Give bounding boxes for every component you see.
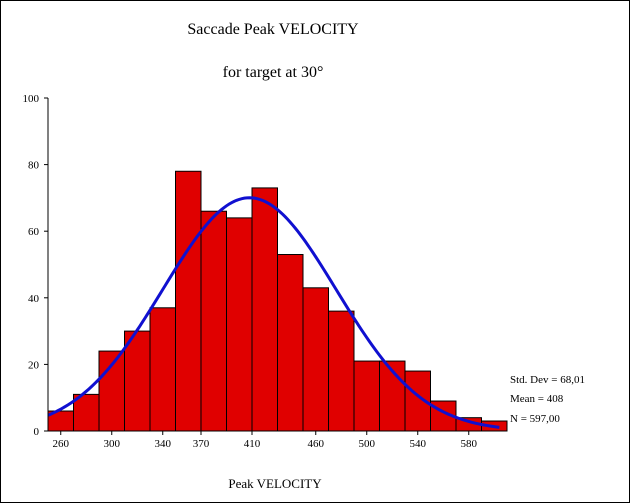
x-axis-ticks: 260 300 340 370 410 460 500 540 580 [53, 431, 478, 450]
histogram-bar-10 [302, 287, 329, 432]
histogram-bar-5 [175, 170, 202, 432]
x-tick-label-7: 540 [410, 438, 427, 450]
x-tick-label-4: 410 [244, 438, 261, 450]
stat-mean: Mean = 408 [510, 393, 564, 405]
histogram-bar-9 [277, 254, 304, 432]
histogram-bar-1 [73, 393, 100, 432]
histogram-bar-11 [328, 310, 355, 432]
x-tick-label-3: 370 [193, 438, 210, 450]
histogram-bar-3 [124, 330, 151, 432]
normal-curve-layer [47, 196, 500, 429]
stat-std-dev: Std. Dev = 68,01 [510, 374, 585, 386]
chart-title: Saccade Peak VELOCITY [187, 21, 359, 38]
histogram-bar-8 [251, 187, 278, 432]
x-tick-label-1: 300 [104, 438, 121, 450]
y-tick-label-0: 0 [34, 426, 40, 438]
y-tick-label-5: 100 [23, 93, 40, 105]
x-axis-label: Peak VELOCITY [228, 476, 322, 491]
x-tick-label-2: 340 [155, 438, 172, 450]
y-tick-label-3: 60 [28, 226, 40, 238]
histogram-bar-4 [149, 307, 176, 432]
x-tick-label-6: 500 [359, 438, 376, 450]
normal-curve [47, 196, 500, 429]
histogram-bar-6 [200, 210, 227, 432]
y-axis-ticks: 0 20 40 60 80 100 [23, 93, 48, 438]
y-tick-label-2: 40 [28, 293, 40, 305]
chart-subtitle: for target at 30° [223, 64, 324, 81]
stat-n: N = 597,00 [510, 413, 560, 425]
histogram-bar-12 [353, 360, 380, 432]
y-tick-label-1: 20 [28, 359, 40, 371]
x-tick-label-0: 260 [53, 438, 70, 450]
x-tick-label-5: 460 [308, 438, 325, 450]
histogram-bar-7 [226, 217, 253, 432]
y-tick-label-4: 80 [28, 160, 40, 172]
x-tick-label-8: 580 [461, 438, 478, 450]
histogram-bars [47, 170, 508, 432]
